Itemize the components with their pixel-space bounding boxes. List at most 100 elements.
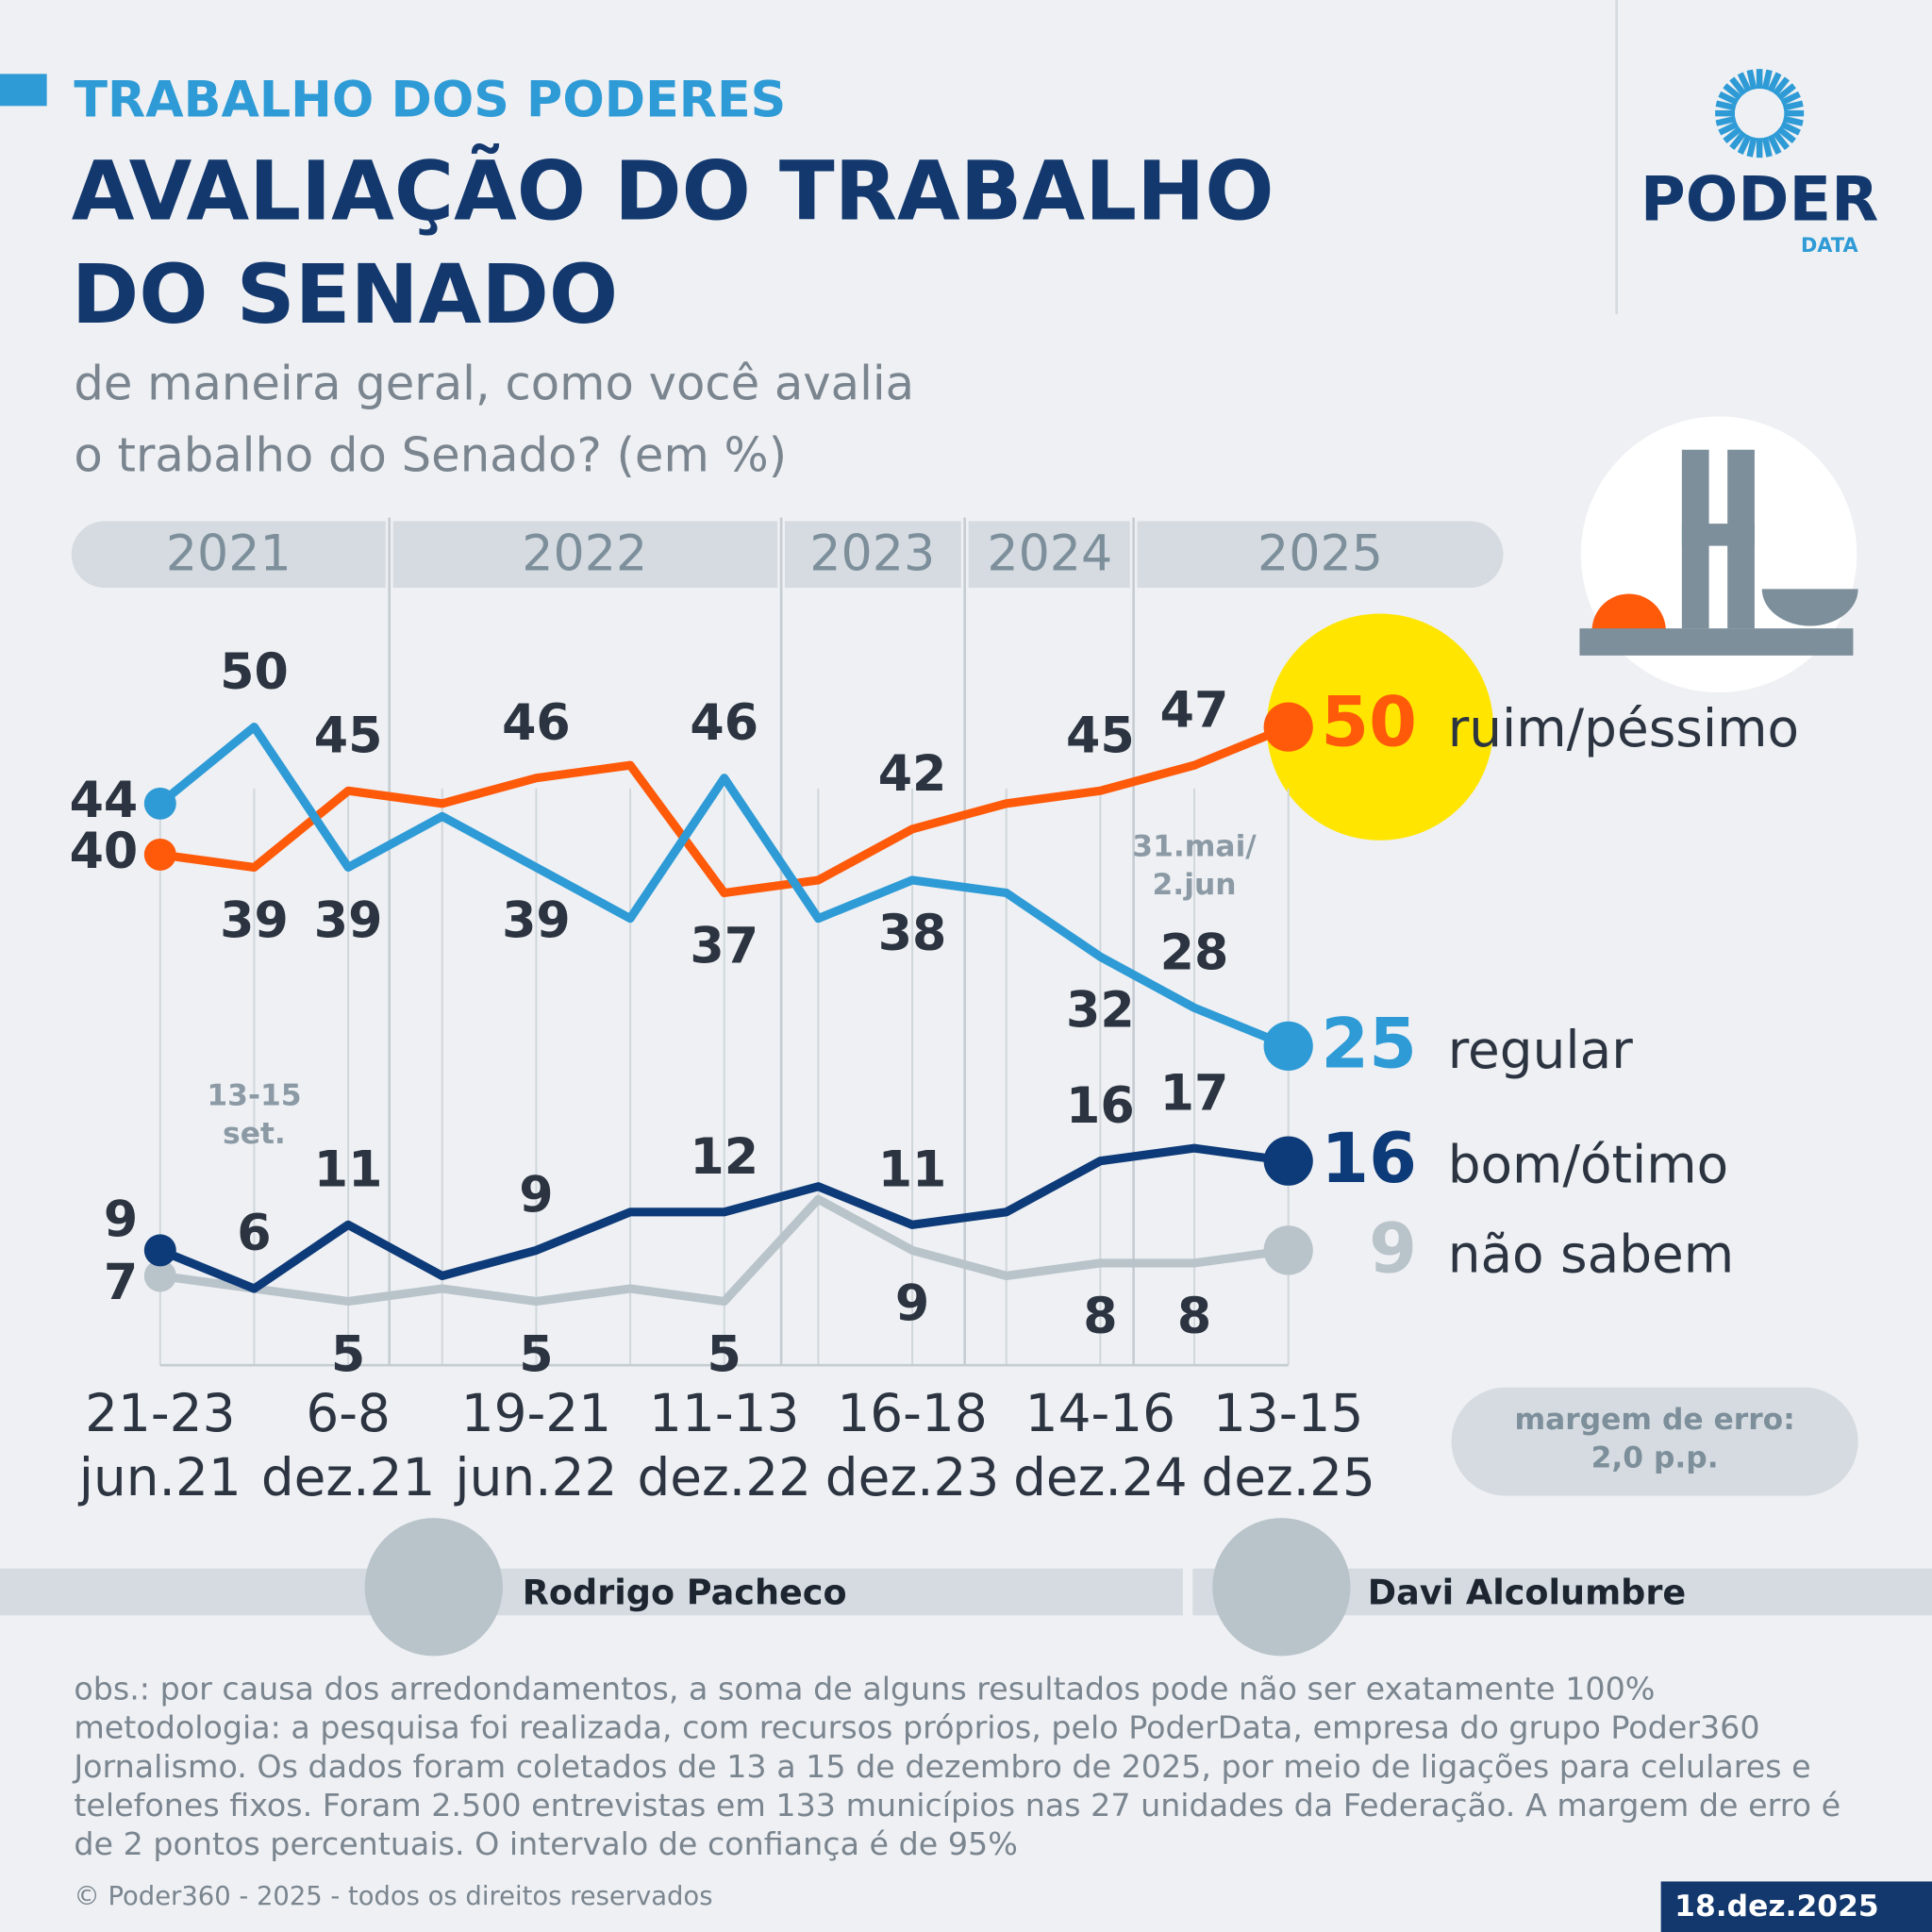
person-name: Rodrigo Pacheco bbox=[523, 1573, 847, 1613]
series-line bbox=[158, 1143, 1290, 1293]
logo-ray bbox=[1772, 76, 1790, 96]
logo-ray bbox=[1767, 134, 1782, 155]
margin-note: margem de erro: bbox=[1514, 1403, 1794, 1437]
x-tick-label: 21-23 jun.21 bbox=[78, 1383, 242, 1507]
data-label: 12 bbox=[690, 1129, 758, 1186]
logo-ray bbox=[1761, 136, 1773, 158]
logo-icon bbox=[1715, 69, 1805, 158]
data-label: 17 bbox=[1160, 1065, 1229, 1122]
end-value: 9 bbox=[1369, 1208, 1417, 1289]
logo-name: PODER bbox=[1641, 164, 1878, 236]
kicker-bar bbox=[0, 74, 47, 107]
series-line bbox=[159, 723, 1291, 898]
logo-ray bbox=[1780, 91, 1801, 106]
x-tick-label: 16-18 dez.23 bbox=[825, 1383, 1000, 1507]
data-label: 6 bbox=[237, 1206, 271, 1262]
logo-ray bbox=[1729, 130, 1747, 150]
year-label: 2023 bbox=[809, 525, 935, 582]
date-box bbox=[1660, 1881, 1932, 1932]
date: 18.dez.2025 bbox=[1674, 1890, 1879, 1924]
logo-ray bbox=[1782, 100, 1804, 111]
point bbox=[1263, 702, 1313, 752]
title: DO SENADO bbox=[72, 248, 618, 342]
legend-label: não sabem bbox=[1448, 1224, 1735, 1285]
data-label: 8 bbox=[1177, 1289, 1211, 1345]
data-label: 9 bbox=[519, 1168, 553, 1224]
data-label: 45 bbox=[314, 708, 383, 764]
data-label: 37 bbox=[690, 919, 758, 975]
year-band bbox=[71, 521, 1504, 589]
point bbox=[1263, 1021, 1313, 1072]
logo-ray bbox=[1746, 69, 1757, 91]
logo-ray bbox=[1776, 125, 1796, 144]
logo-ray bbox=[1782, 115, 1804, 126]
logo-ray bbox=[1723, 83, 1742, 101]
data-label: 40 bbox=[70, 824, 139, 880]
data-label: 9 bbox=[104, 1192, 138, 1249]
series-line bbox=[157, 723, 1291, 1051]
logo-ray bbox=[1761, 69, 1773, 91]
person-name: Davi Alcolumbre bbox=[1368, 1573, 1686, 1613]
logo-ray bbox=[1729, 76, 1747, 96]
data-label: 11 bbox=[878, 1141, 947, 1198]
person-band bbox=[0, 1568, 1183, 1616]
logo-ray bbox=[1776, 83, 1796, 101]
data-label: 32 bbox=[1066, 982, 1135, 1039]
footnote: metodologia: a pesquisa foi realizada, c… bbox=[74, 1709, 1759, 1746]
logo-ray bbox=[1737, 134, 1752, 155]
kicker: TRABALHO DOS PODERES bbox=[74, 73, 786, 129]
margin-note: 2,0 p.p. bbox=[1591, 1441, 1719, 1474]
data-label: 39 bbox=[502, 893, 571, 950]
data-label: 11 bbox=[314, 1141, 383, 1198]
subtitle: o trabalho do Senado? (em %) bbox=[74, 427, 787, 482]
data-label: 39 bbox=[314, 893, 383, 950]
logo-sub: DATA bbox=[1801, 234, 1858, 257]
footnote: telefones fixos. Foram 2.500 entrevistas… bbox=[74, 1787, 1840, 1824]
logo-ray bbox=[1715, 100, 1737, 111]
annotation: 31.mai/ bbox=[1132, 830, 1257, 864]
data-label: 47 bbox=[1160, 682, 1229, 739]
footnote: obs.: por causa dos arredondamentos, a s… bbox=[74, 1671, 1655, 1707]
data-label: 45 bbox=[1066, 708, 1135, 764]
x-tick-label: 6-8 dez.21 bbox=[261, 1383, 436, 1507]
data-label: 16 bbox=[1066, 1078, 1135, 1135]
series-line bbox=[159, 1194, 1290, 1307]
x-tick-label: 13-15 dez.25 bbox=[1201, 1383, 1375, 1507]
point bbox=[143, 838, 176, 871]
legend-label: ruim/péssimo bbox=[1448, 698, 1799, 758]
data-label: 9 bbox=[895, 1275, 929, 1332]
logo-ray bbox=[1718, 121, 1740, 136]
point bbox=[1263, 1136, 1313, 1186]
margin-box bbox=[1451, 1387, 1858, 1496]
data-label: 42 bbox=[878, 746, 947, 803]
x-tick-label: 14-16 dez.24 bbox=[1013, 1383, 1188, 1507]
data-label: 38 bbox=[878, 906, 947, 962]
senate-icon bbox=[1579, 416, 1858, 693]
year-label: 2025 bbox=[1257, 525, 1383, 582]
data-label: 5 bbox=[331, 1327, 365, 1384]
point bbox=[1263, 1225, 1313, 1275]
year-label: 2024 bbox=[987, 525, 1112, 582]
logo-ray bbox=[1718, 91, 1740, 106]
photo bbox=[1212, 1518, 1351, 1657]
point bbox=[143, 1259, 176, 1292]
data-label: 39 bbox=[220, 893, 289, 950]
logo-ray bbox=[1780, 121, 1801, 136]
data-label: 46 bbox=[690, 695, 758, 752]
annotation: 13-15 bbox=[207, 1078, 301, 1112]
end-value: 16 bbox=[1321, 1119, 1417, 1199]
year-label: 2022 bbox=[522, 525, 647, 582]
logo-ray bbox=[1772, 130, 1790, 150]
data-label: 46 bbox=[502, 695, 571, 752]
logo-ray bbox=[1767, 72, 1782, 93]
logo-ray bbox=[1715, 115, 1737, 126]
logo-ray bbox=[1746, 136, 1757, 158]
end-value: 25 bbox=[1321, 1005, 1417, 1085]
x-tick-label: 19-21 jun.22 bbox=[454, 1383, 617, 1507]
legend-label: regular bbox=[1448, 1020, 1634, 1080]
legend-label: bom/ótimo bbox=[1448, 1134, 1729, 1194]
data-label: 8 bbox=[1083, 1289, 1117, 1345]
photo bbox=[364, 1518, 503, 1657]
subtitle: de maneira geral, como você avalia bbox=[74, 357, 914, 411]
